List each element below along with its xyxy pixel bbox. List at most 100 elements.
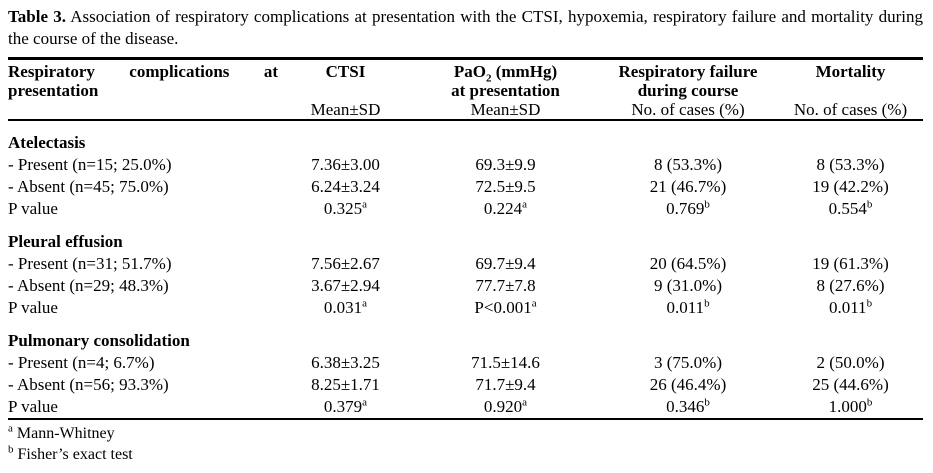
row-label: - Absent (n=45; 75.0%) <box>8 177 169 196</box>
footnote-marker-sup: a <box>362 396 368 409</box>
data-table: Respiratory complications at presentatio… <box>8 57 923 420</box>
header-row: Respiratory complications at presentatio… <box>8 58 923 121</box>
header-ctsi: CTSI Mean±SD <box>278 58 413 121</box>
row-label: - Absent (n=56; 93.3%) <box>8 375 169 394</box>
header-respiratory-complications: Respiratory complications at presentatio… <box>8 58 278 121</box>
footnote-marker-sup: b <box>704 198 710 211</box>
table-cell: 0.031a <box>323 297 368 317</box>
table-cell: 3.67±2.94 <box>311 276 380 295</box>
footnote-marker-sup: b <box>704 297 710 310</box>
table-cell: 9 (31.0%) <box>654 276 722 295</box>
footnote-marker: b <box>8 443 14 456</box>
table-cell: 1.000b <box>778 396 923 420</box>
table-cell: 6.38±3.25 <box>311 353 380 372</box>
table-cell: 69.7±9.4 <box>475 254 536 273</box>
table-row: - Present (n=15; 25.0%) 7.36±3.00 69.3±9… <box>8 154 923 176</box>
table-cell: 20 (64.5%) <box>649 254 727 273</box>
section-title: Atelectasis <box>8 133 86 152</box>
caption-text: Association of respiratory complications… <box>8 7 924 48</box>
row-label: P value <box>8 199 58 218</box>
table-cell: 0.224a <box>483 198 528 218</box>
row-label: - Present (n=31; 51.7%) <box>8 254 172 273</box>
header-col1-line1: Respiratory complications at <box>8 62 278 81</box>
table-cell: 7.56±2.67 <box>311 254 380 273</box>
header-mortality: Mortality No. of cases (%) <box>778 58 923 121</box>
table-cell: 26 (46.4%) <box>649 375 727 394</box>
table-row: - Absent (n=45; 75.0%) 6.24±3.24 72.5±9.… <box>8 176 923 198</box>
pao2-text: PaO <box>453 62 486 81</box>
row-label: - Present (n=15; 25.0%) <box>8 155 172 174</box>
table-caption: Table 3. Association of respiratory comp… <box>8 6 923 50</box>
spacer-row <box>8 319 923 330</box>
table-cell: 0.379a <box>278 396 413 420</box>
caption-label: Table 3. <box>8 7 66 26</box>
header-respiratory-failure-line2: during course <box>637 81 739 100</box>
table-row: - Absent (n=29; 48.3%) 3.67±2.94 77.7±7.… <box>8 275 923 297</box>
header-respiratory-failure-line1: Respiratory failure <box>618 62 758 81</box>
table-cell: 0.325a <box>323 198 368 218</box>
table-cell: 69.3±9.9 <box>475 155 536 174</box>
section-title: Pulmonary consolidation <box>8 331 190 350</box>
table-cell: 19 (42.2%) <box>812 177 889 196</box>
row-label: - Absent (n=29; 48.3%) <box>8 276 169 295</box>
table-cell: 71.7±9.4 <box>475 375 536 394</box>
footnote-mann-whitney: a Mann-Whitney <box>8 423 923 444</box>
header-pao2-line2: at presentation <box>451 81 560 100</box>
row-label: P value <box>8 298 58 317</box>
footnote-marker-sup: a <box>362 297 368 310</box>
table-cell: 8 (53.3%) <box>654 155 722 174</box>
subheader-mortality-cases: No. of cases (%) <box>793 100 908 119</box>
header-pao2: PaO2 (mmHg) at presentation Mean±SD <box>413 58 598 121</box>
header-respiratory-failure: Respiratory failure during course No. of… <box>598 58 778 121</box>
table-cell: 7.36±3.00 <box>311 155 380 174</box>
footnote-marker: a <box>8 422 13 435</box>
table-cell: 0.920a <box>413 396 598 420</box>
footnote-marker-sup: b <box>704 396 710 409</box>
table-cell: P<0.001a <box>474 297 537 317</box>
table-cell: 0.554b <box>828 198 873 218</box>
table-row: - Present (n=31; 51.7%) 7.56±2.67 69.7±9… <box>8 253 923 275</box>
footnotes: a Mann-Whitney b Fisher’s exact test <box>8 423 923 465</box>
pao2-unit: (mmHg) <box>491 62 558 81</box>
section-title-row: Atelectasis <box>8 132 923 154</box>
pao2-subscript: 2 <box>485 72 492 85</box>
table-cell: 0.346b <box>598 396 778 420</box>
table-cell: 19 (61.3%) <box>812 254 889 273</box>
table-row: - Absent (n=56; 93.3%) 8.25±1.71 71.7±9.… <box>8 374 923 396</box>
header-pao2-title: PaO2 (mmHg) <box>413 62 598 85</box>
subheader-ctsi-mean-sd: Mean±SD <box>310 100 381 119</box>
table-cell: 2 (50.0%) <box>816 353 885 372</box>
footnote-marker-sup: b <box>866 198 873 211</box>
table-cell: 25 (44.6%) <box>812 375 889 394</box>
table-cell: 8 (27.6%) <box>816 276 885 295</box>
p-value-row: P value 0.031a P<0.001a 0.011b 0.011b <box>8 297 923 319</box>
footnote-text: Mann-Whitney <box>16 425 115 442</box>
footnote-marker-sup: b <box>866 297 873 310</box>
table-cell: 72.5±9.5 <box>475 177 536 196</box>
table-cell: 0.011b <box>828 297 873 317</box>
table-cell: 21 (46.7%) <box>649 177 727 196</box>
footnote-marker-sup: b <box>866 396 873 409</box>
footnote-marker-sup: a <box>522 198 528 211</box>
footnote-marker-sup: a <box>522 396 528 409</box>
spacer-row <box>8 220 923 231</box>
spacer-row <box>8 120 923 132</box>
table-cell: 8 (53.3%) <box>816 155 885 174</box>
footnote-text: Fisher’s exact test <box>17 446 133 463</box>
table-cell: 0.769b <box>666 198 710 218</box>
subheader-pao2-mean-sd: Mean±SD <box>470 100 541 119</box>
table-cell: 71.5±14.6 <box>471 353 540 372</box>
table-cell: 6.24±3.24 <box>311 177 380 196</box>
p-value-row: P value 0.325a 0.224a 0.769b 0.554b <box>8 198 923 220</box>
table-cell: 77.7±7.8 <box>475 276 536 295</box>
subheader-respiratory-failure-cases: No. of cases (%) <box>631 100 745 119</box>
p-value-row: P value 0.379a 0.920a 0.346b 1.000b <box>8 396 923 420</box>
footnote-marker-sup: a <box>362 198 368 211</box>
table-cell: 3 (75.0%) <box>654 353 722 372</box>
table-cell: 0.011b <box>666 297 710 317</box>
row-label: P value <box>8 396 278 420</box>
section-title-row: Pulmonary consolidation <box>8 330 923 352</box>
table-row: - Present (n=4; 6.7%) 6.38±3.25 71.5±14.… <box>8 352 923 374</box>
footnote-fishers-exact: b Fisher’s exact test <box>8 444 923 465</box>
